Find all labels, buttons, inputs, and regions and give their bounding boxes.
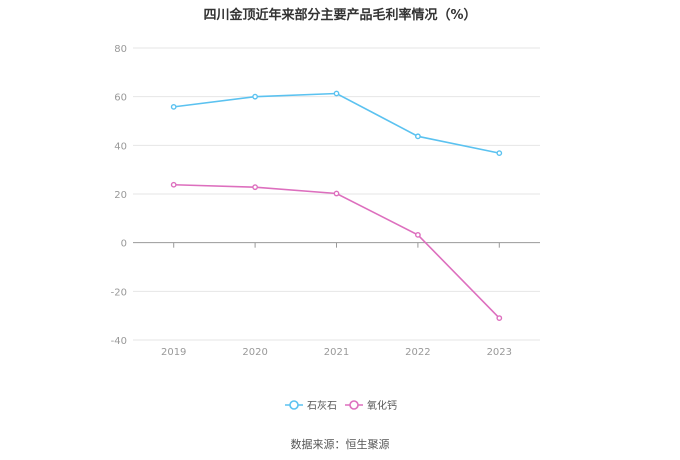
y-tick-label: 80: [114, 44, 127, 55]
series-1-point: [333, 90, 340, 97]
series-1-point: [252, 93, 259, 100]
y-tick-label: 0: [121, 239, 127, 250]
legend-label: 石灰石: [307, 399, 337, 412]
x-tick-label: 2023: [487, 347, 512, 358]
data-source: 数据来源：恒生聚源: [290, 438, 390, 451]
series-2-point: [170, 181, 177, 188]
x-tick-label: 2021: [324, 347, 349, 358]
series-1-point: [496, 150, 503, 157]
series-line-1: [173, 92, 500, 154]
legend-marker: [349, 400, 359, 410]
x-tick-label: 2020: [242, 347, 267, 358]
series-1-point: [414, 133, 421, 140]
series-2-point: [333, 190, 340, 197]
series-1-point: [170, 103, 177, 110]
y-tick-label: 60: [114, 93, 127, 104]
series-2-point: [496, 315, 503, 321]
x-tick-label: 2022: [405, 347, 430, 358]
y-tick-label: 40: [114, 141, 127, 152]
y-tick-label: -20: [111, 287, 127, 298]
legend-label: 氧化钙: [367, 399, 397, 412]
chart-title: 四川金顶近年来部分主要产品毛利率情况（%）: [203, 8, 477, 23]
series-line-2: [173, 183, 500, 319]
series-2-point: [414, 231, 421, 238]
x-tick-label: 2019: [161, 347, 186, 358]
y-tick-label: -40: [111, 336, 127, 347]
legend-marker: [289, 400, 299, 410]
y-tick-label: 20: [114, 190, 127, 201]
series-2-point: [252, 184, 259, 191]
